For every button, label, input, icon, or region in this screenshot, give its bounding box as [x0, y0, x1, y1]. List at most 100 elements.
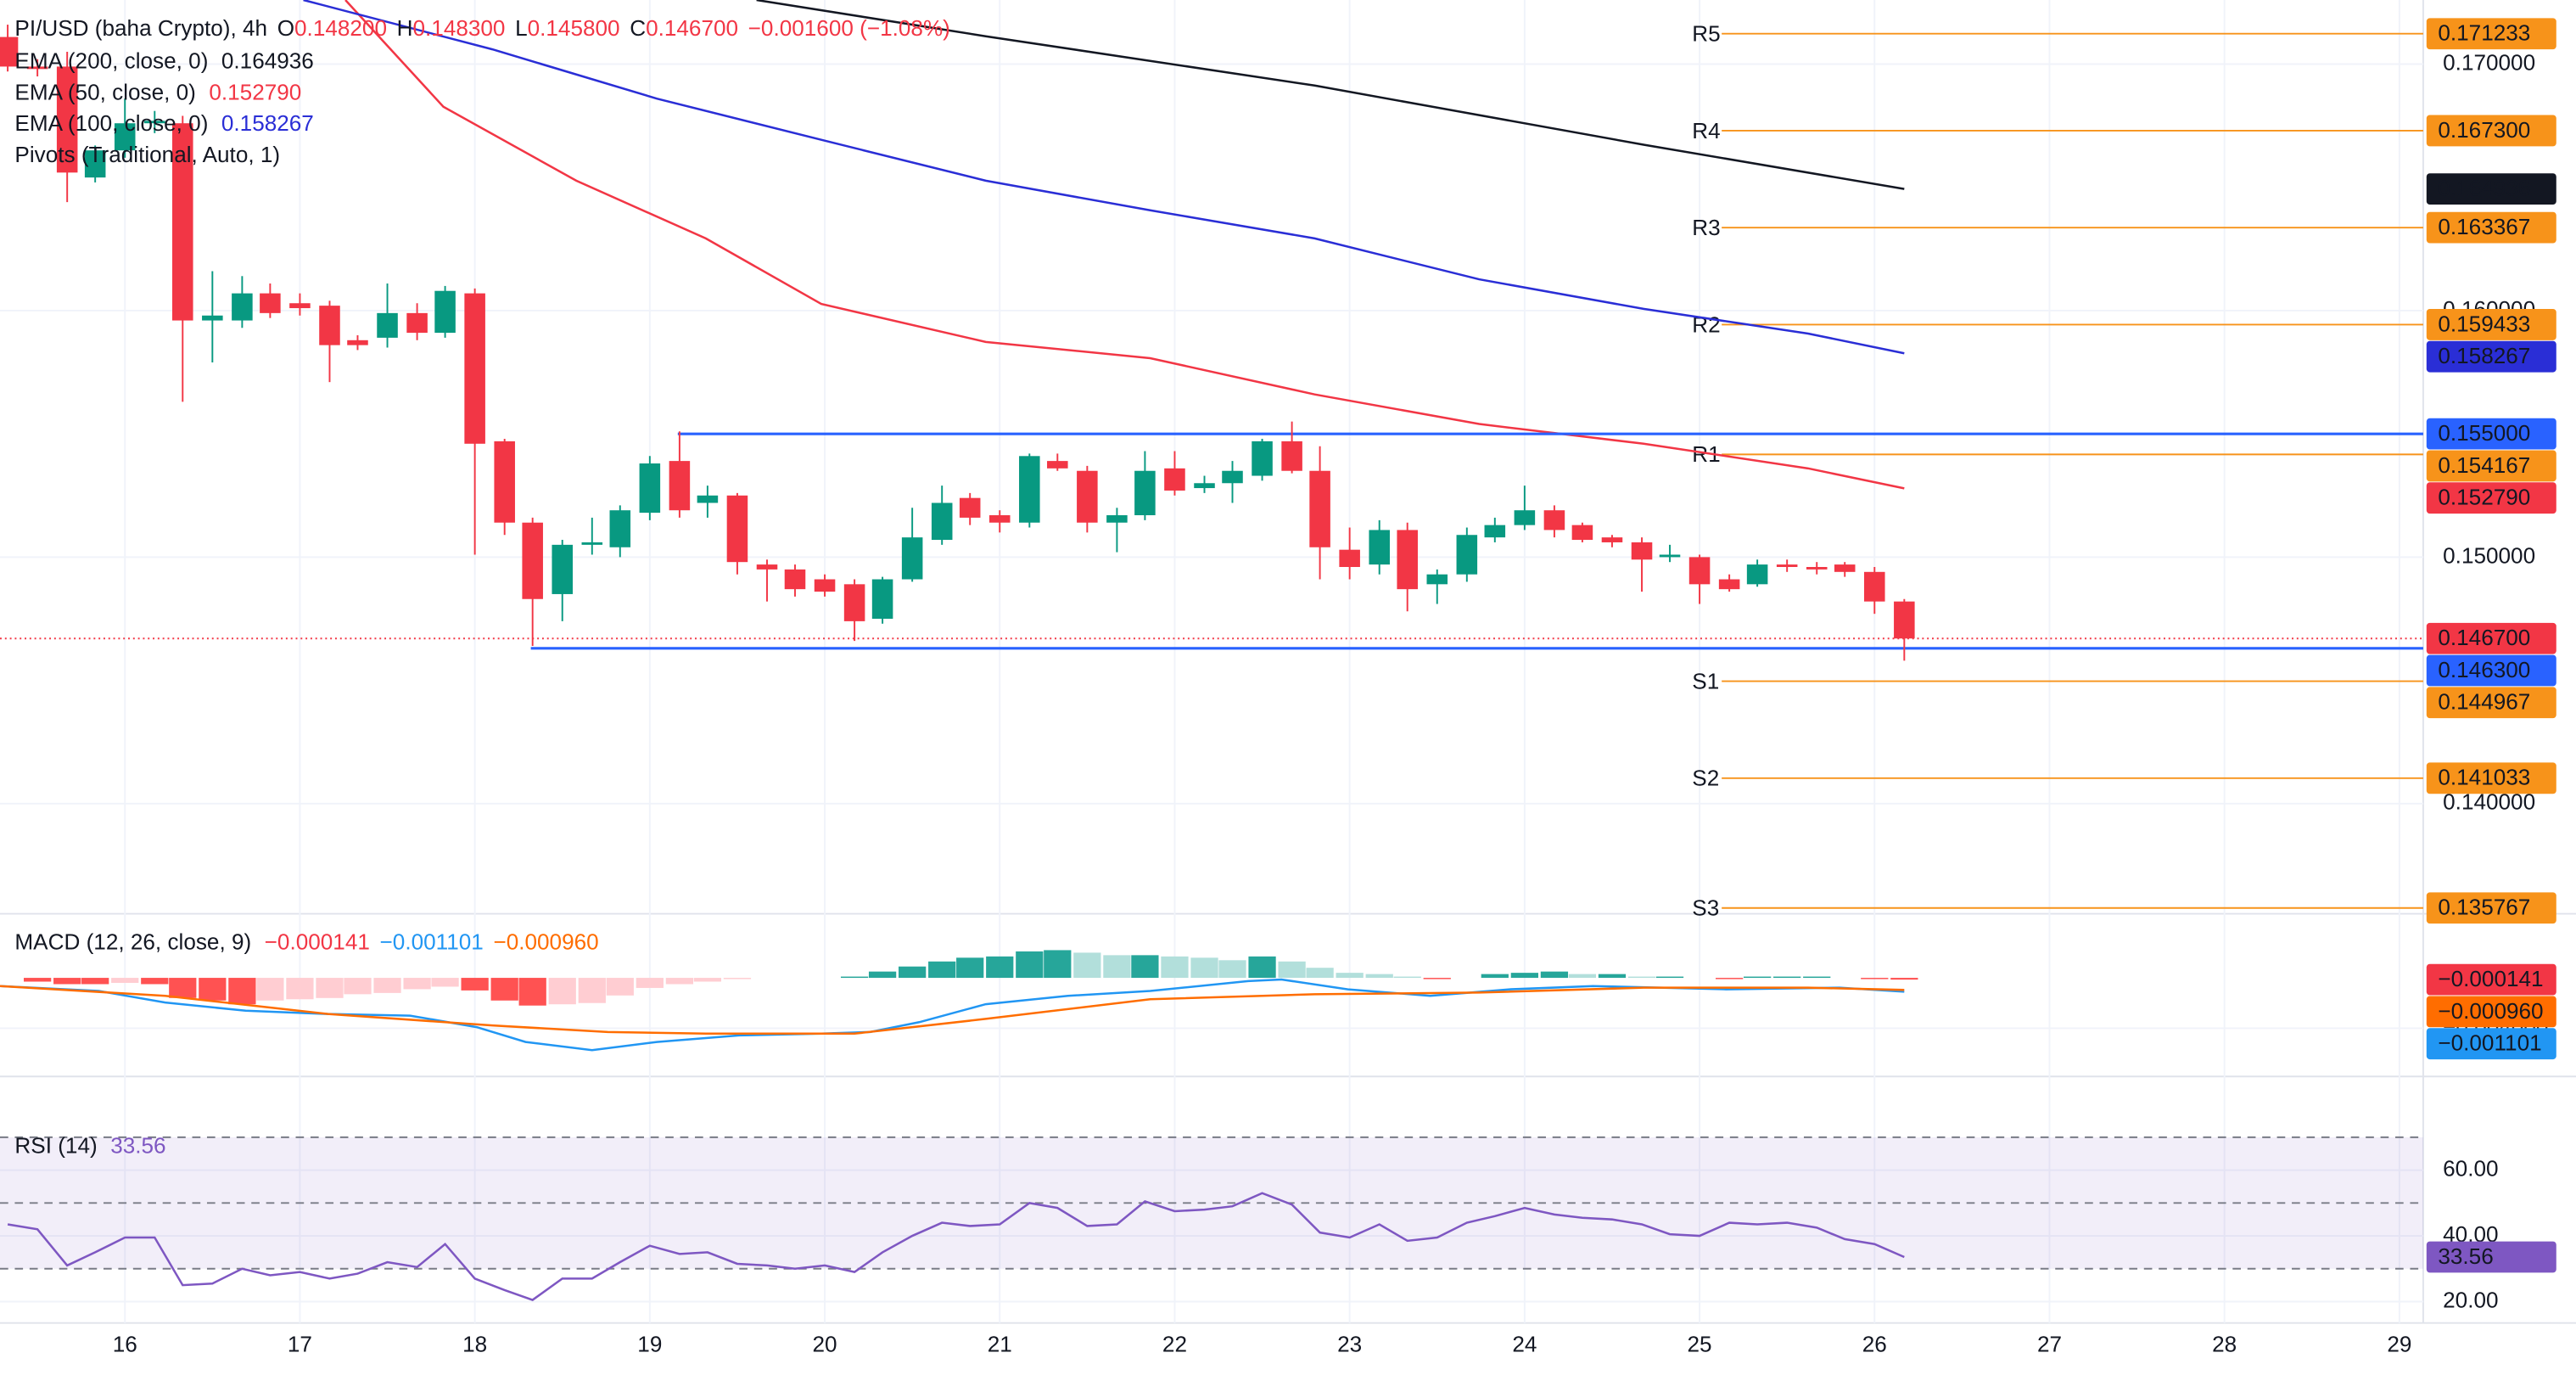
y-tick-label: 60.00 — [2443, 1156, 2498, 1182]
x-tick-label: 19 — [637, 1332, 662, 1357]
legend-name: MACD (12, 26, close, 9) — [14, 929, 251, 954]
histogram-bar — [840, 976, 869, 979]
histogram-bar — [928, 961, 956, 979]
ohlc-value: 0.146700 — [646, 15, 738, 41]
histogram-bar — [1103, 955, 1131, 979]
x-tick-label: 25 — [1688, 1332, 1712, 1357]
candle-body — [1369, 530, 1390, 565]
candle-body — [1571, 525, 1593, 541]
price-badge — [2426, 340, 2556, 373]
legend-name: EMA (100, close, 0) — [14, 110, 208, 136]
candle-body — [1309, 470, 1330, 547]
price-badge-label: 0.144967 — [2438, 689, 2530, 715]
histogram-bar — [899, 966, 927, 979]
ohlc-key: L — [515, 15, 528, 41]
y-tick-label: 0.170000 — [2443, 49, 2535, 75]
pivot-name: S2 — [1692, 766, 1719, 791]
x-tick-label: 27 — [2037, 1332, 2062, 1357]
histogram-bar — [1540, 971, 1569, 979]
histogram-bar — [1481, 974, 1509, 979]
candle-body — [639, 463, 661, 514]
indicator-line — [756, 0, 1905, 190]
x-tick-label: 18 — [462, 1332, 487, 1357]
candle-body — [1456, 535, 1478, 575]
price-badge-label: 0.163367 — [2438, 214, 2530, 239]
chart-title: PI/USD (baha Crypto), 4h O0.148200 H0.1483… — [14, 15, 949, 41]
histogram-bar — [490, 978, 518, 1001]
candle-body — [1659, 554, 1681, 558]
candle-body — [1864, 571, 1885, 602]
legend-value: 0.158267 — [221, 110, 314, 136]
candle-body — [260, 293, 281, 313]
price-badge-label: −0.000141 — [2438, 966, 2543, 991]
histogram-bar — [1044, 950, 1072, 979]
candle-body — [1543, 510, 1565, 530]
candle-body — [1484, 525, 1506, 538]
candle-body — [434, 290, 456, 334]
histogram-bar — [1598, 974, 1627, 979]
price-badge — [2426, 1241, 2556, 1273]
histogram-bar — [111, 978, 139, 984]
histogram-bar — [431, 978, 459, 987]
symbol: PI/USD (baha Crypto), 4h — [14, 15, 267, 41]
histogram-bar — [1248, 956, 1276, 979]
histogram-bar — [169, 978, 197, 998]
candle-body — [319, 306, 340, 345]
price-badge-label: 0.167300 — [2438, 117, 2530, 143]
overlays: 16 17 18 19 20 21 22 23 24 25 26 27 28 29 PI/USD (baha… — [14, 15, 2556, 1357]
candle-body — [0, 36, 19, 67]
candle-body — [232, 293, 253, 321]
histogram-bar — [548, 978, 576, 1005]
candle-body — [26, 66, 48, 70]
price-badge — [2426, 963, 2556, 996]
legend-value: 0.152790 — [209, 79, 301, 104]
histogram-bar — [693, 978, 722, 982]
candle-body — [1077, 470, 1098, 523]
histogram-bar — [518, 978, 546, 1006]
histogram-bar — [1890, 978, 1918, 980]
legend-value: −0.001101 — [380, 929, 484, 954]
histogram-bar — [286, 978, 314, 1000]
histogram-bar — [256, 978, 284, 1001]
candle-body — [1834, 564, 1856, 572]
legend-value: 33.56 — [110, 1132, 165, 1158]
indicator-line — [0, 985, 1905, 1036]
candle-body — [289, 303, 311, 309]
histogram-bar — [1423, 978, 1451, 979]
candle-body — [1894, 601, 1915, 639]
histogram-bar — [1073, 952, 1101, 979]
x-tick-label: 22 — [1162, 1332, 1187, 1357]
pivot-name: R2 — [1692, 312, 1720, 337]
price-badge — [2426, 173, 2556, 205]
price-badge — [2426, 762, 2556, 794]
candle-body — [1339, 549, 1360, 568]
candle-body — [1718, 579, 1740, 590]
price-badge-label: 33.56 — [2438, 1243, 2493, 1269]
histogram-bar — [1278, 961, 1306, 979]
candle-body — [552, 544, 574, 594]
legend-name: RSI (14) — [14, 1132, 97, 1158]
candle-body — [1806, 567, 1828, 570]
candle-body — [756, 564, 778, 570]
candle-body — [494, 441, 515, 523]
price-badge — [2426, 18, 2556, 50]
histogram-bar — [199, 978, 227, 1001]
price-badge-label: 0.154167 — [2438, 452, 2530, 478]
candle-body — [1776, 564, 1798, 568]
candle-body — [1106, 515, 1128, 523]
pivot-name: R3 — [1692, 215, 1720, 240]
price-badge-label: 0.146700 — [2438, 625, 2530, 650]
histogram-bar — [461, 978, 489, 991]
candle-body — [1631, 542, 1653, 560]
histogram-bar — [1131, 955, 1159, 979]
histogram-bar — [1743, 976, 1772, 979]
candle-body — [1252, 441, 1273, 476]
candle-body — [1281, 441, 1302, 471]
indicator-line — [7, 1192, 1905, 1301]
price-badge-label: 0.135767 — [2438, 895, 2530, 920]
candle-body — [726, 495, 748, 563]
price-badge — [2426, 654, 2556, 687]
